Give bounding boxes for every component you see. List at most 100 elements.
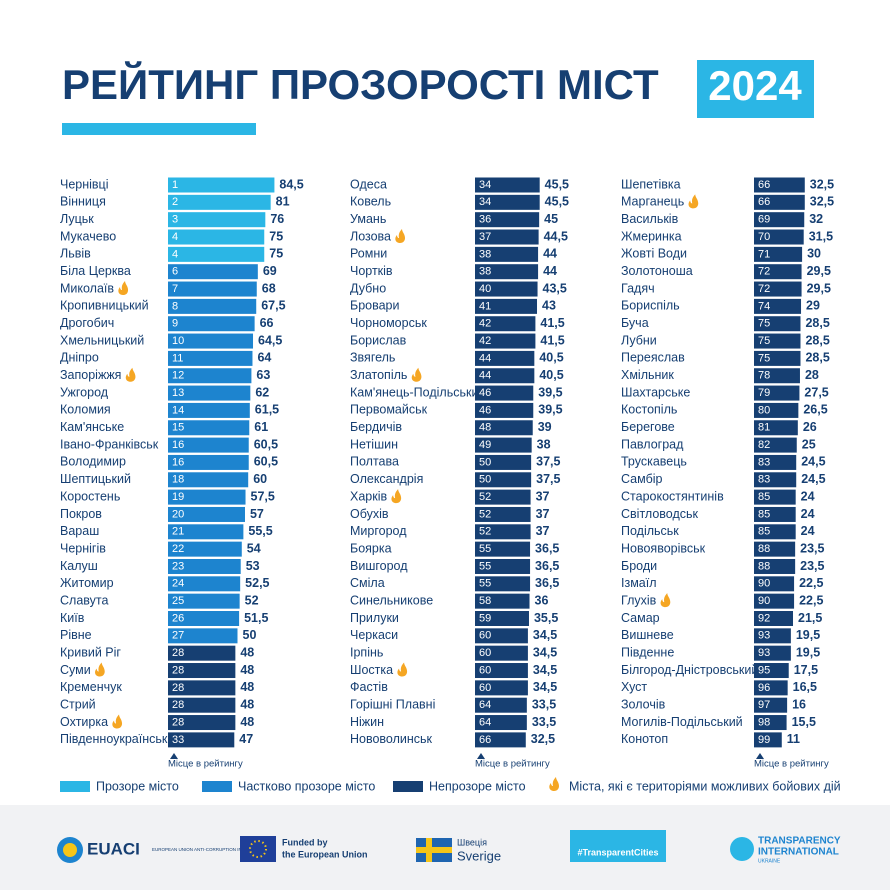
- title-underline: [62, 123, 256, 135]
- bar: [754, 524, 796, 540]
- eu-flag: [240, 836, 276, 862]
- rank: 2: [172, 196, 178, 208]
- bar: [168, 385, 251, 401]
- bar: [168, 229, 265, 245]
- bar: [168, 645, 236, 661]
- war-icon: [125, 367, 136, 382]
- score: 28,5: [805, 316, 829, 330]
- title-year: 2024: [708, 62, 802, 109]
- city-name: Берегове: [621, 420, 675, 434]
- bar: [168, 541, 242, 557]
- rank: 60: [479, 630, 491, 642]
- score: 45: [544, 212, 558, 226]
- city-name: Горішні Плавні: [350, 697, 435, 711]
- city-name: Вишгород: [350, 559, 408, 573]
- legend-label: Міста, які є територіями можливих бойови…: [569, 779, 841, 793]
- bar: [475, 298, 538, 314]
- rank: 28: [172, 664, 184, 676]
- bar: [754, 368, 800, 384]
- rank: 93: [758, 647, 770, 659]
- rank: 66: [758, 196, 770, 208]
- rank: 4: [172, 231, 178, 243]
- tc-box: [570, 830, 666, 862]
- city-name: Рівне: [60, 628, 92, 642]
- bar: [475, 385, 534, 401]
- rank: 27: [172, 630, 184, 642]
- rank: 90: [758, 578, 770, 590]
- euaci: EUACI: [87, 839, 140, 858]
- city-name: Ужгород: [60, 385, 109, 399]
- score: 61: [254, 420, 268, 434]
- bar: [168, 177, 275, 193]
- city-name: Гадяч: [621, 281, 655, 295]
- city-name: Переяслав: [621, 351, 685, 365]
- rank: 42: [479, 335, 491, 347]
- bar: [475, 454, 532, 470]
- rank: 95: [758, 664, 770, 676]
- city-name: Лозова: [350, 229, 391, 243]
- bar: [475, 212, 540, 228]
- score: 28,5: [805, 351, 829, 365]
- score: 35,5: [534, 611, 558, 625]
- bar: [475, 264, 539, 280]
- rank: 75: [758, 352, 770, 364]
- bar: [475, 368, 535, 384]
- tc-text: #TransparentCities: [577, 847, 658, 857]
- city-name: Світловодськ: [621, 507, 699, 521]
- rank: 79: [758, 387, 770, 399]
- score: 53: [246, 559, 260, 573]
- bar: [754, 212, 805, 228]
- rank: 60: [479, 682, 491, 694]
- rank: 36: [479, 214, 491, 226]
- rank: 1: [172, 179, 178, 191]
- score: 84,5: [279, 177, 303, 191]
- year-box: [697, 60, 814, 118]
- score: 48: [240, 680, 254, 694]
- city-name: Південне: [621, 645, 674, 659]
- rank: 11: [172, 352, 183, 364]
- bar: [754, 680, 788, 696]
- score: 52: [245, 593, 259, 607]
- score: 36: [535, 593, 549, 607]
- score: 15,5: [792, 715, 816, 729]
- city-name: Новояворівськ: [621, 541, 706, 555]
- legend-label: Прозоре місто: [96, 779, 179, 793]
- score: 22,5: [799, 593, 823, 607]
- bar: [754, 732, 782, 748]
- city-name: Умань: [350, 212, 386, 226]
- score: 44: [543, 247, 557, 261]
- axis-note: Місце в рейтингу: [475, 759, 550, 770]
- score: 40,5: [539, 368, 563, 382]
- war-icon: [112, 714, 123, 729]
- score: 34,5: [533, 680, 557, 694]
- score: 48: [240, 715, 254, 729]
- city-name: Суми: [60, 663, 91, 677]
- rank: 28: [172, 647, 184, 659]
- city-name: Золочів: [621, 697, 666, 711]
- rank-arrow: [477, 753, 485, 759]
- war-icon: [397, 662, 408, 677]
- score: 44: [543, 264, 557, 278]
- score: 16,5: [793, 680, 817, 694]
- city-name: Буча: [621, 316, 649, 330]
- rank: 42: [479, 318, 491, 330]
- rank: 85: [758, 526, 770, 538]
- score: 75: [269, 229, 283, 243]
- se-text: Швеція: [457, 837, 487, 847]
- score: 34,5: [533, 628, 557, 642]
- war-icon: [411, 367, 422, 382]
- rank: 59: [479, 612, 491, 624]
- rank: 26: [172, 612, 184, 624]
- bar: [475, 506, 531, 522]
- ti-text: UKRAINE: [758, 858, 781, 864]
- score: 22,5: [799, 576, 823, 590]
- score: 19,5: [796, 628, 820, 642]
- rank: 81: [758, 422, 770, 434]
- bar: [754, 593, 795, 609]
- bar: [475, 593, 530, 609]
- war-icon: [549, 777, 559, 791]
- bar: [475, 611, 529, 626]
- city-name: Дрогобич: [60, 316, 114, 330]
- bar: [168, 246, 265, 262]
